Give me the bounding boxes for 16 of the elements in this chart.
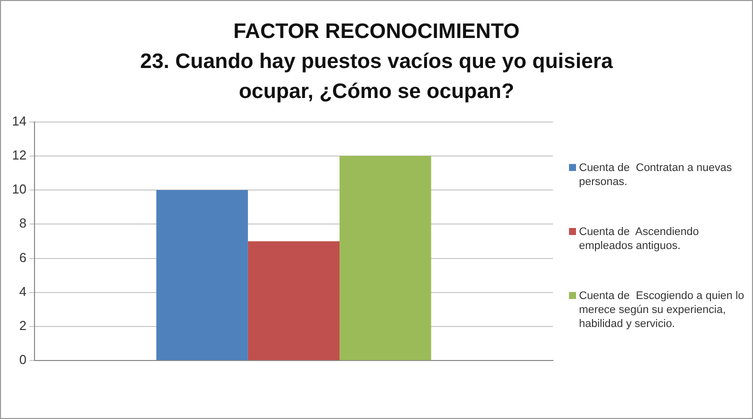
- y-tick-label: 8: [19, 216, 26, 231]
- chart-subtitle: 23. Cuando hay puestos vacíos que yo quisiera ocupar, ¿Cómo se ocupan?: [139, 49, 614, 105]
- chart-title: FACTOR RECONOCIMIENTO: [232, 19, 521, 45]
- y-tick-label: 6: [19, 250, 26, 265]
- legend-label: Cuenta de Ascendiendo empleados antiguos.: [579, 225, 700, 253]
- y-tick-label: 4: [19, 284, 26, 299]
- bar: [156, 190, 248, 360]
- y-tick-label: 14: [12, 113, 26, 128]
- y-tick-label: 10: [12, 182, 26, 197]
- y-tick-label: 2: [19, 318, 26, 334]
- legend-label: Cuenta de Contratan a nuevas personas.: [579, 161, 733, 189]
- bar: [340, 156, 432, 360]
- y-tick-label: 0: [19, 352, 26, 368]
- bar: [248, 241, 340, 360]
- legend-label: Cuenta de Escogiendo a quien lo merece según su experiencia, habilidad y servicio.: [579, 289, 746, 331]
- y-tick-label: 12: [12, 147, 26, 162]
